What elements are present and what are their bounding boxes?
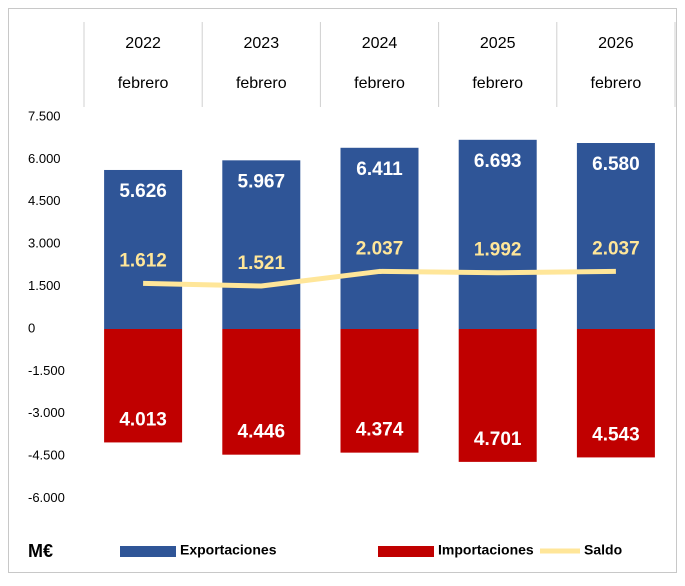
bar bbox=[576, 329, 655, 458]
x-tick-label: febrero bbox=[472, 75, 523, 92]
bar bbox=[340, 329, 419, 453]
x-tick-label: febrero bbox=[591, 75, 642, 92]
y-tick-label: -1.500 bbox=[28, 363, 65, 378]
y-tick-label: -6.000 bbox=[28, 490, 65, 505]
x-tick-label: 2024 bbox=[362, 35, 398, 52]
bar bbox=[458, 139, 537, 329]
x-tick-label: febrero bbox=[236, 75, 287, 92]
line bbox=[143, 268, 616, 289]
legend-swatch bbox=[378, 546, 434, 557]
y-tick-label: 6.000 bbox=[28, 151, 61, 166]
x-tick-label: 2026 bbox=[598, 35, 634, 52]
x-tick-label: 2025 bbox=[480, 35, 516, 52]
data-label: 2.037 bbox=[356, 238, 404, 259]
data-label: 6.580 bbox=[592, 154, 640, 175]
data-label: 5.967 bbox=[238, 171, 286, 192]
data-label: 1.612 bbox=[119, 250, 167, 271]
unit-label: M€ bbox=[28, 541, 53, 561]
data-label: 5.626 bbox=[119, 181, 167, 202]
data-label: 1.521 bbox=[238, 253, 286, 274]
data-label: 4.013 bbox=[119, 409, 167, 430]
legend-label: Saldo bbox=[584, 542, 622, 558]
x-tick-label: febrero bbox=[354, 75, 405, 92]
x-tick-label: 2023 bbox=[244, 35, 280, 52]
y-tick-label: 7.500 bbox=[28, 108, 61, 123]
bar bbox=[458, 329, 537, 462]
data-label: 6.411 bbox=[356, 159, 403, 180]
x-tick-label: 2022 bbox=[125, 35, 161, 52]
data-label: 1.992 bbox=[474, 240, 522, 261]
legend-swatch bbox=[120, 546, 176, 557]
y-tick-label: -4.500 bbox=[28, 448, 65, 463]
legend-label: Exportaciones bbox=[180, 542, 277, 558]
data-label: 4.374 bbox=[356, 420, 404, 441]
data-label: 4.543 bbox=[592, 424, 640, 445]
bar bbox=[104, 329, 183, 443]
bar bbox=[104, 169, 183, 329]
data-label: 2.037 bbox=[592, 238, 640, 259]
data-label: 4.701 bbox=[474, 429, 522, 450]
data-label: 6.693 bbox=[474, 151, 522, 172]
x-tick-label: febrero bbox=[118, 75, 169, 92]
legend-label: Importaciones bbox=[438, 542, 534, 558]
y-tick-label: 0 bbox=[28, 320, 35, 335]
bar bbox=[222, 160, 301, 329]
y-tick-label: 4.500 bbox=[28, 193, 61, 208]
bar bbox=[340, 147, 419, 329]
y-tick-label: 3.000 bbox=[28, 236, 61, 251]
bar bbox=[576, 143, 655, 329]
bar bbox=[222, 329, 301, 455]
data-label: 4.446 bbox=[238, 422, 286, 443]
y-tick-label: -3.000 bbox=[28, 405, 65, 420]
y-tick-label: 1.500 bbox=[28, 278, 61, 293]
